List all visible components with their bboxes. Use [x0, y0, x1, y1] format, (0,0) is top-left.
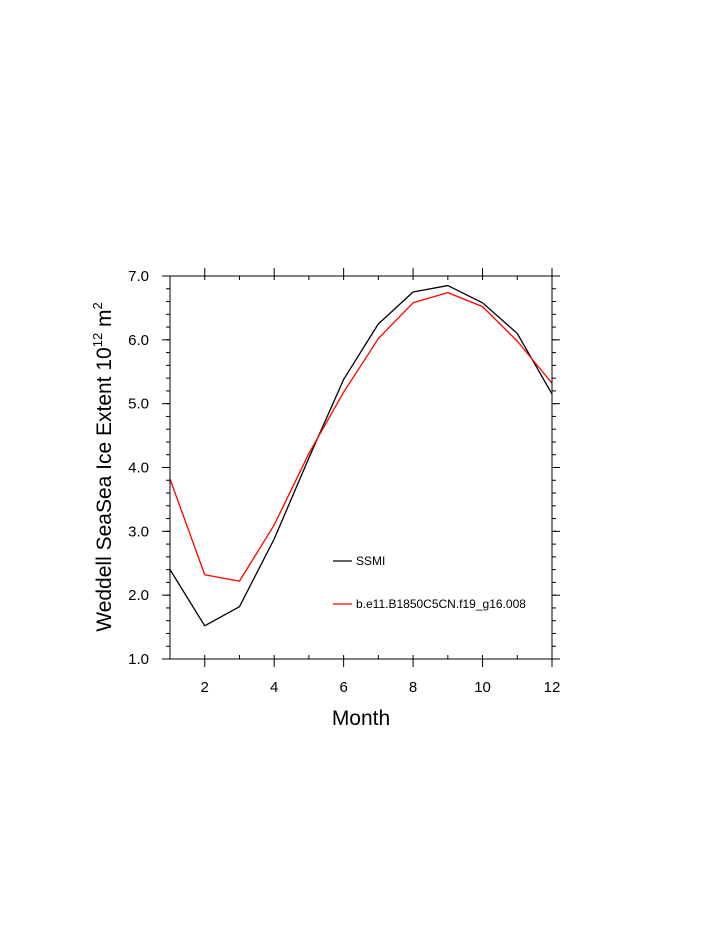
legend-label-model: b.e11.B1850C5CN.f19_g16.008: [356, 597, 526, 611]
x-tick-label: 6: [339, 679, 347, 696]
axis-ticks: [162, 268, 560, 667]
axis-tick-labels: 2 4 6 8 10 12 1.0 2.0 3.0 4.0 5.0 6.0 7.0: [128, 268, 560, 696]
y-axis-label-exponent: 12: [90, 333, 105, 347]
y-tick-label: 2.0: [128, 587, 149, 604]
y-tick-label: 4.0: [128, 460, 149, 477]
y-axis-label-unit-exponent: 2: [90, 302, 105, 309]
x-tick-label: 12: [544, 679, 561, 696]
legend-label-ssmi: SSMI: [356, 554, 385, 568]
series-line-ssmi: [169, 284, 553, 627]
series-line-model: [169, 291, 553, 582]
y-axis-label: Weddell SeaSea Ice Extent 1012 m2: [90, 302, 116, 632]
x-axis-label: Month: [332, 707, 390, 730]
y-tick-label: 3.0: [128, 523, 149, 540]
x-tick-label: 8: [409, 679, 417, 696]
y-tick-label: 1.0: [128, 651, 149, 668]
plot-frame: [169, 275, 553, 660]
x-tick-label: 2: [201, 679, 209, 696]
legend: SSMI b.e11.B1850C5CN.f19_g16.008: [333, 554, 526, 611]
y-tick-label: 7.0: [128, 268, 149, 285]
y-tick-label: 6.0: [128, 332, 149, 349]
x-tick-label: 10: [474, 679, 491, 696]
series-lines: [169, 284, 553, 627]
x-tick-label: 4: [270, 679, 278, 696]
y-axis-label-main: Weddell SeaSea Ice Extent 10: [93, 347, 116, 631]
y-axis-label-unit: m: [93, 309, 116, 332]
y-tick-label: 5.0: [128, 396, 149, 413]
